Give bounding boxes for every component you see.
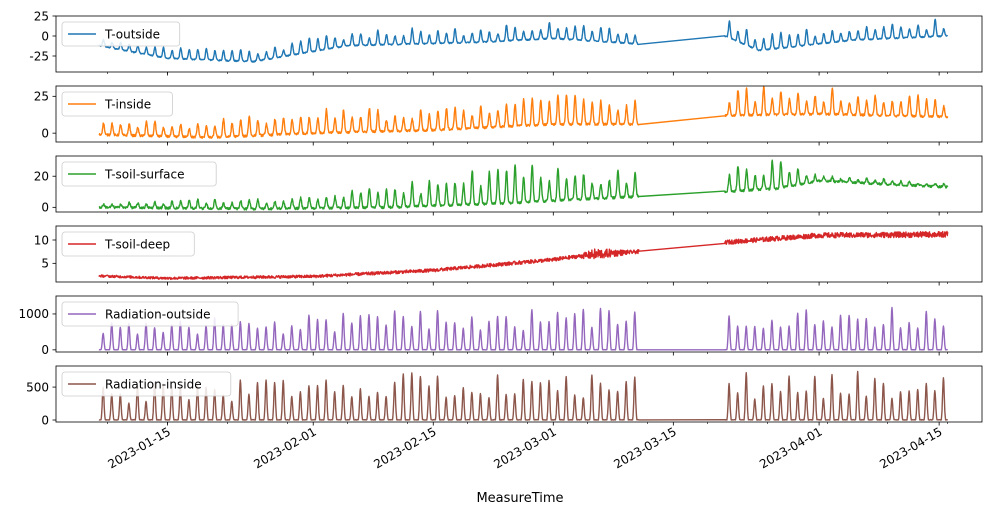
legend-label: Radiation-inside [105,378,202,392]
subplot-radiation-inside: 0 500 Radiation-inside [26,365,983,427]
series-line-t-soil-deep [98,230,949,281]
legend-label: T-soil-deep [104,238,170,252]
legend-radiation-inside: Radiation-inside [61,371,232,397]
axes-frame [55,225,983,283]
y-tick-label: 25 [34,90,49,104]
legend-box [61,371,232,397]
legend-t-inside: T-inside [61,91,173,117]
y-tick-label: -25 [29,49,49,63]
subplot-t-soil-surface: 0 20 T-soil-surface [34,155,983,216]
y-tick-label: 5 [41,257,49,271]
subplot-t-outside: -25 0 25 T-outside [29,9,983,76]
y-tick-label: 10 [34,233,49,247]
legend-t-outside: T-outside [61,21,181,47]
legend-t-soil-deep: T-soil-deep [61,231,195,257]
series-line-t-soil-surface [98,159,949,211]
y-tick-label: 20 [34,170,49,184]
x-axis-label: MeasureTime [476,491,563,506]
axes-frame [55,85,983,143]
y-tick-label: 0 [41,126,49,140]
series-line-radiation-outside [98,306,948,351]
y-tick-label: 0 [41,201,49,215]
legend-label: T-inside [104,98,151,112]
y-tick-label: 0 [41,29,49,43]
subplots: -25 0 25 T-outside 0 25 T-inside 0 20 T-soil-surf… [18,9,983,427]
legend-t-soil-surface: T-soil-surface [61,161,217,187]
legend-box [61,21,181,47]
axes-frame [55,15,983,73]
subplot-radiation-outside: 0 1000 Radiation-outside [18,295,983,357]
series-line-t-outside [98,18,949,63]
axes-frame [55,295,983,353]
legend-label: T-outside [104,28,160,42]
y-tick-label: 500 [26,380,49,394]
y-tick-label: 0 [41,413,49,427]
axes-frame [55,365,983,423]
legend-radiation-outside: Radiation-outside [61,301,239,327]
legend-box [61,301,239,327]
series-line-radiation-inside [98,370,948,421]
y-tick-label: 1000 [18,307,49,321]
legend-box [61,161,217,187]
y-tick-label: 25 [34,9,49,23]
y-tick-label: 0 [41,343,49,357]
subplot-t-soil-deep: 5 10 T-soil-deep [34,225,983,286]
series-line-t-inside [98,86,949,139]
legend-label: T-soil-surface [104,168,185,182]
legend-label: Radiation-outside [105,308,211,322]
legend-box [61,231,195,257]
subplot-t-inside: 0 25 T-inside [34,85,983,146]
axes-frame [55,155,983,213]
legend-box [61,91,173,117]
